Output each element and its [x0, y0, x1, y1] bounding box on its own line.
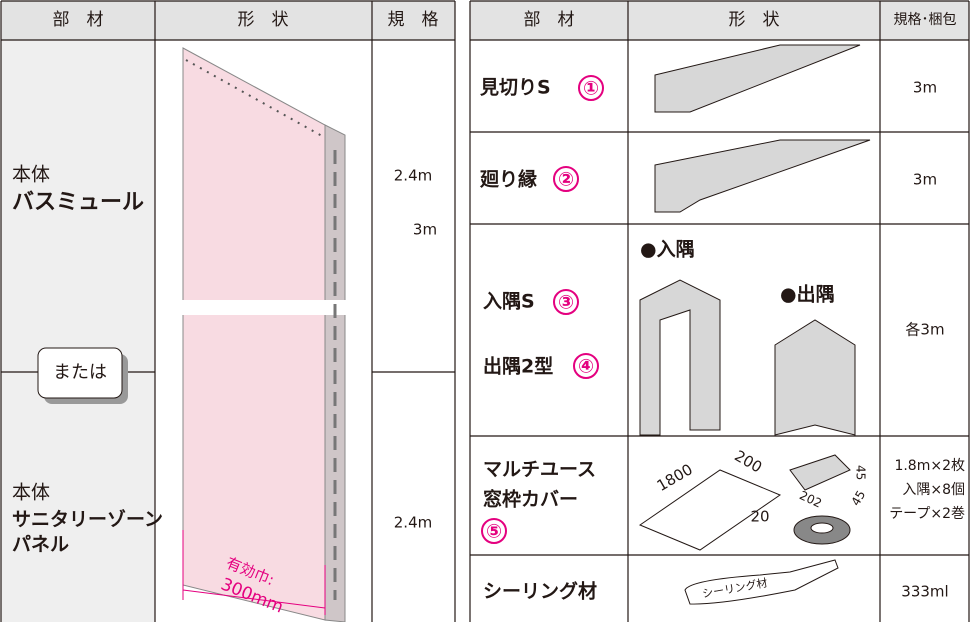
- item-name: 本体: [12, 482, 50, 504]
- dimension: 20: [750, 508, 769, 526]
- header: 形 状: [729, 10, 780, 30]
- shape-label: ●入隅: [640, 239, 695, 261]
- header: 規格･梱包: [894, 12, 957, 28]
- profile: [654, 44, 861, 113]
- header-bg: [1, 1, 455, 40]
- item-number: ③: [558, 292, 574, 314]
- number-circle: [578, 75, 604, 101]
- item-number: ②: [558, 169, 574, 191]
- item-name: マルチユース: [483, 459, 596, 481]
- spec: 各3m: [905, 321, 944, 339]
- header: 形 状: [238, 10, 289, 30]
- item-name: シーリング材: [483, 580, 597, 603]
- item-name: 窓枠カバー: [483, 488, 578, 511]
- spec: 3m: [913, 79, 937, 97]
- header: 規 格: [388, 10, 439, 30]
- dimension: 200: [731, 447, 765, 477]
- item-name: 本体: [12, 164, 50, 186]
- spec: 入隅×8個: [902, 482, 965, 498]
- col-bg: [1, 40, 155, 622]
- spec: 2.4m: [394, 167, 432, 185]
- spec: テープ×2巻: [889, 506, 965, 522]
- number-circle: [553, 289, 579, 315]
- item-number: ⑤: [486, 521, 502, 543]
- tube: [684, 559, 839, 605]
- header-bg: [470, 1, 969, 40]
- tape: [810, 522, 834, 534]
- profile: [654, 139, 871, 213]
- item-name: 見切りS: [480, 77, 551, 99]
- panel-illustration: [180, 47, 350, 622]
- profile: [789, 454, 851, 491]
- item-name: 入隅S: [483, 291, 535, 313]
- spec: 3m: [413, 221, 437, 239]
- cover: [638, 469, 782, 551]
- number-circle: [481, 518, 507, 544]
- badge: [37, 347, 123, 399]
- spec: 1.8m×2枚: [894, 458, 965, 474]
- profile: [639, 279, 721, 436]
- spec: 333ml: [901, 583, 948, 601]
- item-name: 出隅2型: [483, 355, 553, 378]
- header: 部 材: [53, 10, 104, 30]
- dimension: 202: [797, 488, 824, 510]
- item-name: サニタリーゾーン: [12, 509, 163, 531]
- item-name: パネル: [12, 534, 69, 556]
- dimension: 45: [854, 465, 868, 480]
- profile: [774, 319, 856, 436]
- item-name: 廻り縁: [479, 168, 537, 191]
- item-number: ①: [583, 78, 599, 100]
- spec: 2.4m: [394, 514, 432, 532]
- dimension: 1800: [654, 460, 696, 495]
- number-circle: [573, 353, 599, 379]
- or-label: または: [53, 362, 107, 383]
- shape-label: ●出隅: [780, 283, 835, 306]
- dimension: 45: [849, 488, 869, 508]
- spec: 3m: [913, 171, 937, 189]
- item-name: バスミュール: [12, 190, 144, 215]
- item-number: ④: [578, 356, 594, 378]
- number-circle: [553, 166, 579, 192]
- header: 部 材: [524, 10, 575, 30]
